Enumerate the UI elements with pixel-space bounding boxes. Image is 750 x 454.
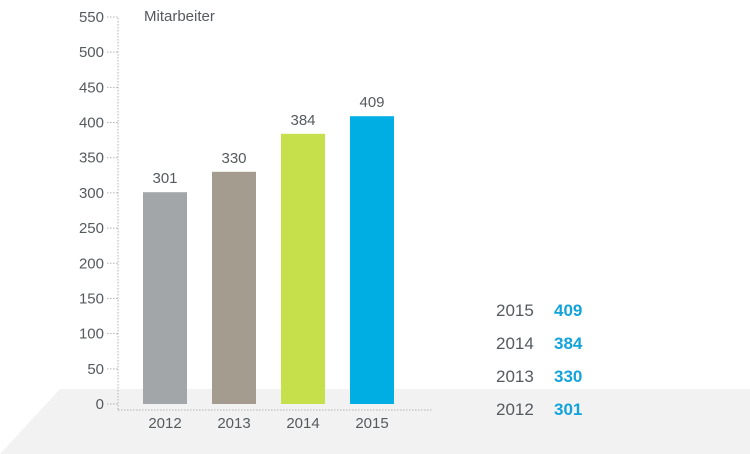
summary-value: 301 — [554, 399, 583, 419]
x-tick-label: 2013 — [217, 415, 250, 432]
y-tick-label: 0 — [96, 396, 104, 413]
y-axis-ticks: 0 50 100 150 200 250 300 350 400 450 500 550 — [79, 9, 118, 413]
summary-year: 2013 — [496, 366, 534, 386]
value-label: 384 — [290, 112, 315, 129]
summary-year: 2012 — [496, 399, 534, 419]
x-tick-label: 2015 — [355, 415, 388, 432]
y-tick-label: 100 — [79, 326, 104, 343]
summary-value: 330 — [554, 366, 583, 386]
y-tick-label: 500 — [79, 44, 104, 61]
y-tick-label: 200 — [79, 255, 104, 272]
x-tick-label: 2014 — [286, 415, 319, 432]
summary-value: 409 — [554, 300, 583, 320]
summary-row: 2015 409 — [496, 294, 636, 327]
bar-2014 — [281, 133, 325, 404]
value-label: 330 — [221, 150, 246, 167]
y-tick-label: 150 — [79, 290, 104, 307]
y-tick-label: 250 — [79, 220, 104, 237]
y-tick-label: 50 — [87, 361, 104, 378]
floor-plane — [0, 389, 750, 454]
y-tick-label: 400 — [79, 115, 104, 132]
summary-list: 2015 409 2014 384 2013 330 2012 301 — [496, 294, 636, 426]
summary-year: 2015 — [496, 300, 534, 320]
bar-2013 — [212, 171, 256, 404]
y-tick-label: 350 — [79, 150, 104, 167]
summary-row: 2013 330 — [496, 360, 636, 393]
x-tick-label: 2012 — [148, 415, 181, 432]
bar-2015 — [350, 116, 394, 404]
value-label: 409 — [359, 94, 384, 111]
bars — [143, 116, 394, 404]
y-tick-label: 550 — [79, 9, 104, 26]
summary-row: 2012 301 — [496, 393, 636, 426]
value-label: 301 — [152, 170, 177, 187]
bar-2012 — [143, 192, 187, 404]
value-labels: 301 330 384 409 — [152, 94, 384, 187]
summary-value: 384 — [554, 333, 583, 353]
y-tick-label: 300 — [79, 185, 104, 202]
summary-row: 2014 384 — [496, 327, 636, 360]
summary-year: 2014 — [496, 333, 534, 353]
x-axis-tick-labels: 2012 2013 2014 2015 — [148, 415, 388, 432]
y-axis-title: Mitarbeiter — [144, 8, 215, 25]
y-tick-label: 450 — [79, 79, 104, 96]
